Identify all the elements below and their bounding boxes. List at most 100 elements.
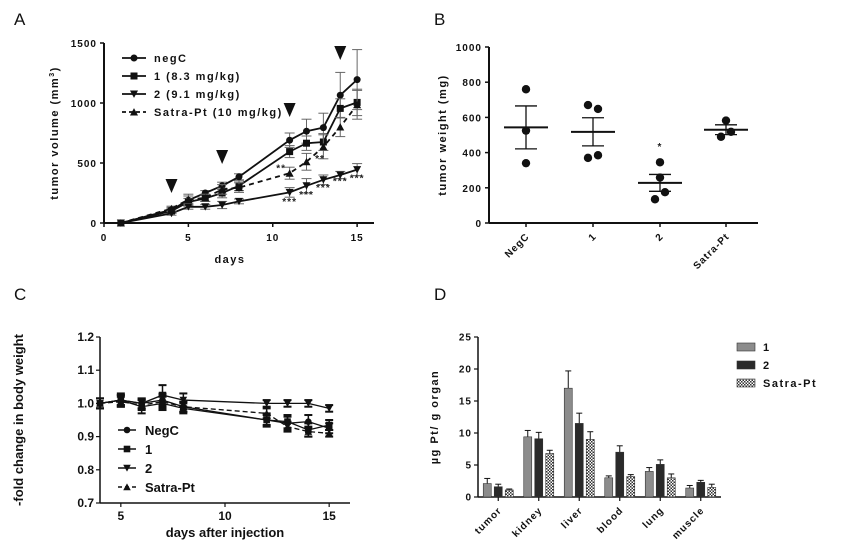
panel-d-bar-satra-pt-muscle bbox=[707, 487, 717, 498]
panel-c-point-satra-pt bbox=[179, 403, 188, 411]
panel-c-ytick-label: 1.0 bbox=[77, 396, 94, 410]
panel-d-bar-1-muscle bbox=[685, 487, 695, 498]
panel-a-point-2-9-1-mg-kg bbox=[201, 203, 210, 211]
panel-d-bar-2-blood bbox=[615, 451, 625, 498]
panel-b-significance-label: * bbox=[658, 142, 663, 153]
panel-a-point-satra-pt-10-mg-kg bbox=[218, 185, 227, 193]
panel-d-xtick-label: blood bbox=[595, 505, 626, 536]
injection-arrow-icon bbox=[165, 179, 178, 193]
panel-a-significance-label: *** bbox=[282, 197, 297, 208]
panel-d-ytick-label: 0 bbox=[465, 493, 472, 504]
panel-a-point-2-9-1-mg-kg bbox=[302, 182, 311, 190]
panel-b-ytick-label: 800 bbox=[462, 78, 482, 89]
panel-c-xtick-label: 10 bbox=[218, 509, 232, 523]
panel-a-legend-marker bbox=[130, 54, 138, 62]
panel-a-point-2-9-1-mg-kg bbox=[319, 176, 328, 184]
panel-d-legend-swatch bbox=[736, 360, 756, 370]
panel-a-significance-label: *** bbox=[350, 174, 365, 185]
panel-a-significance-label: ** bbox=[276, 163, 286, 174]
panel-c-legend-label: 1 bbox=[145, 442, 152, 457]
panel-c-body-weight-chart: days after injection -fold change in bod… bbox=[11, 330, 350, 540]
panel-c-series-line-satra-pt bbox=[99, 401, 330, 434]
panel-c-ytick-label: 0.8 bbox=[77, 463, 94, 477]
panel-a-xtick-label: 5 bbox=[185, 233, 192, 244]
panel-a-legend-marker bbox=[129, 90, 139, 98]
panel-c-legend-label: 2 bbox=[145, 461, 152, 476]
panel-a-legend-label: 1 (8.3 mg/kg) bbox=[154, 71, 241, 83]
panel-a-significance-label: *** bbox=[333, 177, 348, 188]
panel-a-significance-label: ** bbox=[315, 154, 325, 165]
panel-c-xtick-label: 5 bbox=[117, 509, 124, 523]
panel-b-data-point bbox=[716, 132, 726, 141]
panel-d-legend-label: 2 bbox=[763, 360, 771, 372]
panel-a-xtick-label: 10 bbox=[266, 233, 279, 244]
panel-a-point-satra-pt-10-mg-kg bbox=[201, 193, 210, 202]
panel-b-ytick-label: 1000 bbox=[456, 43, 482, 54]
panel-c-legend-marker bbox=[123, 426, 131, 434]
panel-a-point-2-9-1-mg-kg bbox=[184, 203, 193, 211]
panel-d-bar-satra-pt-tumor bbox=[504, 489, 514, 498]
panel-c-point-1 bbox=[263, 416, 270, 424]
panel-c-series-line-1 bbox=[99, 399, 330, 431]
panel-d-bar-1-lung bbox=[644, 471, 654, 498]
panel-d-bar-2-lung bbox=[655, 464, 665, 498]
panel-d-bar-1-kidney bbox=[523, 436, 533, 498]
panel-b-tumor-weight-chart: tumor weight (mg) 0 200 400 600 800 1000 NegC 1… bbox=[437, 43, 758, 272]
panel-b-data-point bbox=[721, 116, 731, 125]
panel-c-point-2 bbox=[262, 400, 271, 408]
panel-a-point-negc bbox=[336, 91, 344, 99]
panel-a-legend-label: 2 (9.1 mg/kg) bbox=[154, 89, 241, 101]
panel-d-xtick-label: tumor bbox=[473, 505, 504, 536]
panel-b-data-point bbox=[650, 195, 660, 204]
panel-b-data-point bbox=[583, 153, 593, 163]
panel-a-significance-label: *** bbox=[316, 183, 331, 194]
panel-c-legend-marker bbox=[123, 445, 131, 453]
panel-a-point-satra-pt-10-mg-kg bbox=[116, 219, 125, 227]
panel-a-point-2-9-1-mg-kg bbox=[285, 188, 294, 197]
panel-a-legend-label: negC bbox=[154, 53, 188, 65]
panel-a-ytick-label: 1000 bbox=[71, 99, 97, 110]
panel-a-point-satra-pt-10-mg-kg bbox=[234, 183, 244, 192]
panel-b-ytick-label: 200 bbox=[462, 184, 482, 195]
panel-b-data-point bbox=[655, 173, 665, 182]
panel-b-data-point bbox=[521, 126, 531, 135]
panel-d-bar-2-muscle bbox=[696, 481, 706, 498]
panel-b-data-point bbox=[726, 127, 736, 137]
panel-b-data-point bbox=[593, 151, 603, 160]
panel-c-point-satra-pt bbox=[158, 398, 167, 406]
panel-d-legend-label: 1 bbox=[763, 342, 771, 354]
panel-d-bar-1-liver bbox=[563, 387, 573, 498]
panel-a-point-1-8-3-mg-kg bbox=[303, 139, 310, 147]
panel-c-point-2 bbox=[325, 405, 333, 413]
panel-c-point-satra-pt bbox=[117, 398, 125, 406]
panel-d-xtick-label: liver bbox=[560, 505, 586, 531]
panel-d-bar-2-tumor bbox=[493, 486, 503, 498]
panel-a-point-2-9-1-mg-kg bbox=[218, 201, 227, 209]
panel-b-ylabel: tumor weight (mg) bbox=[437, 74, 449, 195]
panel-a-legend-label: Satra-Pt (10 mg/kg) bbox=[154, 107, 283, 119]
panel-a-xtick-label: 0 bbox=[101, 233, 108, 244]
panel-b-ytick-label: 0 bbox=[475, 219, 482, 230]
panel-c-legend-marker bbox=[123, 464, 131, 472]
panel-c-ytick-label: 0.9 bbox=[77, 430, 94, 444]
panel-a-point-negc bbox=[201, 189, 209, 197]
panel-d-biodistribution-chart: µg Pt/ g organ 0 5 10 15 20 25 tumor kidney live… bbox=[429, 333, 816, 542]
panel-d-bar-1-tumor bbox=[482, 483, 492, 498]
panel-c-point-satra-pt bbox=[262, 409, 271, 417]
panel-a-letter: A bbox=[14, 10, 26, 29]
panel-c-letter: C bbox=[14, 285, 26, 304]
panel-a-point-satra-pt-10-mg-kg bbox=[285, 169, 294, 177]
panel-a-point-satra-pt-10-mg-kg bbox=[167, 204, 176, 213]
panel-d-bar-satra-pt-kidney bbox=[545, 453, 555, 498]
panel-a-xlabel: days bbox=[214, 254, 245, 266]
panel-a-point-satra-pt-10-mg-kg bbox=[353, 100, 362, 109]
panel-b-ytick-label: 600 bbox=[462, 113, 482, 124]
panel-c-ytick-label: 1.2 bbox=[77, 330, 94, 344]
panel-a-significance-label: *** bbox=[299, 190, 314, 201]
panel-d-bar-satra-pt-liver bbox=[585, 439, 595, 498]
panel-a-series-line-satra-pt-10-mg-kg bbox=[120, 104, 358, 224]
panel-c-point-2 bbox=[283, 400, 292, 408]
panel-b-data-point bbox=[593, 104, 603, 114]
panel-a-point-satra-pt-10-mg-kg bbox=[319, 142, 328, 151]
